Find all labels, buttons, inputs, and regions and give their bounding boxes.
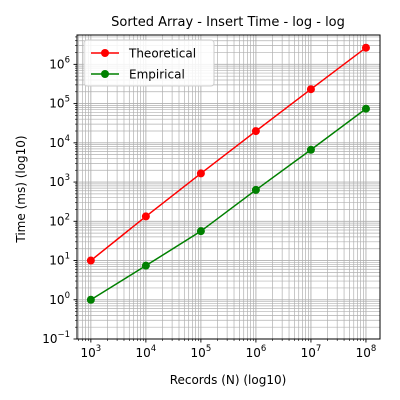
y-tick-label: 105 <box>49 95 70 111</box>
legend-marker-theoretical <box>101 49 109 57</box>
data-point-theoretical <box>361 43 370 52</box>
legend-entry-theoretical: Theoretical <box>91 47 196 61</box>
y-tick-label: 103 <box>49 173 70 189</box>
legend-label-theoretical: Theoretical <box>128 47 196 61</box>
y-tick-label: 101 <box>49 252 70 268</box>
x-tick-label: 105 <box>191 344 212 360</box>
y-tick-label: 104 <box>49 134 70 150</box>
legend-label-empirical: Empirical <box>129 68 185 82</box>
data-point-empirical <box>86 295 95 304</box>
x-tick-label: 104 <box>136 344 157 360</box>
data-point-theoretical <box>306 85 315 94</box>
data-point-theoretical <box>86 256 95 265</box>
x-tick-label: 103 <box>81 344 102 360</box>
x-tick-label: 108 <box>356 344 377 360</box>
x-tick-label: 107 <box>301 344 322 360</box>
data-point-empirical <box>141 261 150 270</box>
y-tick-label: 106 <box>49 55 70 71</box>
data-point-theoretical <box>141 212 150 221</box>
series-line-empirical <box>90 108 367 301</box>
y-tick-label: 10−1 <box>42 330 70 346</box>
data-point-empirical <box>251 185 260 194</box>
series-layer <box>86 43 370 304</box>
data-point-theoretical <box>251 127 260 136</box>
data-point-empirical <box>361 104 370 113</box>
plot-frame <box>76 34 381 340</box>
chart-title: Sorted Array - Insert Time - log - log <box>111 15 345 30</box>
tick-labels: 103 104 105 106 107 108 10−1 100 101 102 103 104 105… <box>42 55 376 360</box>
data-point-empirical <box>306 145 315 154</box>
legend: Theoretical Empirical <box>83 39 215 87</box>
x-axis-label: Records (N) (log10) <box>170 373 287 387</box>
legend-entry-empirical: Empirical <box>91 68 185 82</box>
y-axis-label: Time (ms) (log10) <box>14 135 28 243</box>
data-point-theoretical <box>196 169 205 178</box>
y-tick-label: 102 <box>49 212 70 228</box>
tick-marks <box>73 36 367 343</box>
series-line-theoretical <box>90 47 367 262</box>
y-tick-label: 100 <box>49 291 70 307</box>
legend-marker-empirical <box>101 70 109 78</box>
x-tick-label: 106 <box>246 344 267 360</box>
data-point-empirical <box>196 227 205 236</box>
